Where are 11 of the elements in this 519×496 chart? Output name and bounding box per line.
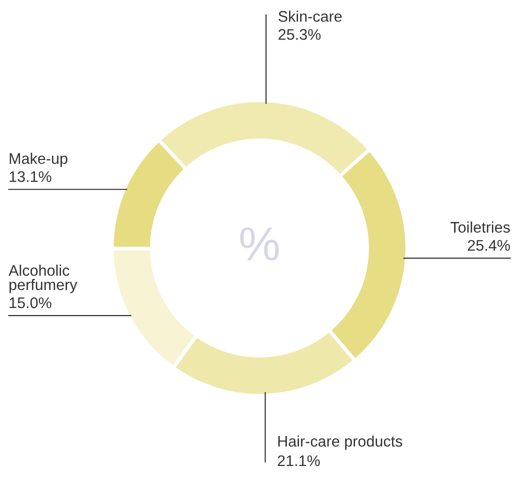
data-label: 13.1% — [10, 171, 52, 182]
data-label: 25.4% — [468, 240, 510, 251]
data-label: 25.3% — [278, 29, 321, 40]
slice-label: Make-up — [10, 152, 68, 167]
slice-label: Alcoholic perfumery — [8, 264, 78, 294]
slice-label: Skin-care — [278, 10, 342, 22]
data-label: 15.0% — [10, 297, 52, 308]
data-label: 21.1% — [278, 455, 320, 466]
slice-label: Hair-care products — [278, 435, 402, 450]
text: % — [240, 227, 279, 260]
slice-label: Toiletries — [450, 221, 510, 233]
